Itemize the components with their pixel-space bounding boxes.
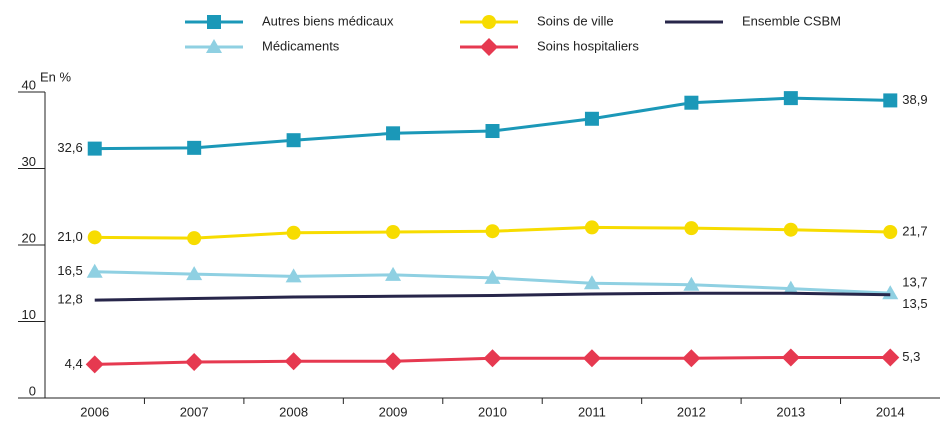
x-tick-label: 2009 bbox=[379, 404, 408, 419]
data-point bbox=[783, 222, 798, 237]
x-tick-label: 2013 bbox=[776, 404, 805, 419]
legend-label: Soins de ville bbox=[537, 13, 614, 28]
data-point bbox=[385, 266, 402, 281]
data-point bbox=[185, 353, 204, 372]
data-point bbox=[782, 280, 799, 295]
data-point bbox=[483, 349, 502, 368]
data-label: 38,9 bbox=[902, 92, 927, 107]
data-point bbox=[187, 140, 202, 155]
data-point bbox=[285, 268, 302, 283]
data-label: 21,7 bbox=[902, 223, 927, 238]
data-point bbox=[683, 276, 700, 291]
x-tick-label: 2007 bbox=[180, 404, 209, 419]
x-tick-label: 2008 bbox=[279, 404, 308, 419]
data-point bbox=[682, 349, 701, 368]
y-axis-label: En % bbox=[40, 69, 72, 84]
legend-label: Ensemble CSBM bbox=[742, 13, 841, 28]
data-point bbox=[783, 91, 798, 106]
data-point bbox=[684, 221, 699, 236]
y-tick-label: 10 bbox=[22, 307, 36, 322]
data-point bbox=[86, 263, 103, 278]
y-tick-label: 40 bbox=[22, 77, 36, 92]
data-point bbox=[284, 352, 303, 371]
data-point bbox=[286, 225, 301, 240]
legend-label: Médicaments bbox=[262, 38, 340, 53]
data-point bbox=[87, 230, 102, 245]
data-label: 13,7 bbox=[902, 275, 927, 290]
data-label: 12,8 bbox=[57, 292, 82, 307]
data-label: 16,5 bbox=[57, 263, 82, 278]
data-point bbox=[286, 133, 301, 148]
data-label: 13,5 bbox=[902, 296, 927, 311]
data-label: 5,3 bbox=[902, 349, 920, 364]
data-point bbox=[883, 93, 898, 108]
data-point bbox=[386, 126, 401, 141]
data-point bbox=[584, 220, 599, 235]
data-point bbox=[883, 224, 898, 239]
data-point bbox=[781, 348, 800, 367]
data-point bbox=[386, 224, 401, 239]
x-tick-label: 2010 bbox=[478, 404, 507, 419]
x-tick-label: 2012 bbox=[677, 404, 706, 419]
legend-marker bbox=[207, 15, 221, 29]
y-tick-label: 20 bbox=[22, 230, 36, 245]
data-point bbox=[485, 224, 500, 239]
data-label: 4,4 bbox=[65, 356, 83, 371]
x-tick-label: 2014 bbox=[876, 404, 905, 419]
data-point bbox=[582, 349, 601, 368]
y-tick-label: 30 bbox=[22, 154, 36, 169]
data-point bbox=[583, 275, 600, 290]
data-point bbox=[484, 269, 501, 284]
legend-marker bbox=[480, 38, 498, 56]
legend-label: Soins hospitaliers bbox=[537, 38, 639, 53]
x-tick-label: 2011 bbox=[578, 404, 606, 419]
legend-label: Autres biens médicaux bbox=[262, 13, 394, 28]
data-point bbox=[186, 266, 203, 281]
data-label: 21,0 bbox=[57, 229, 82, 244]
series-line bbox=[94, 96, 891, 151]
data-point bbox=[684, 95, 699, 110]
legend-marker bbox=[482, 15, 496, 29]
y-tick-label: 0 bbox=[29, 383, 36, 398]
data-point bbox=[485, 124, 500, 139]
data-point bbox=[584, 111, 599, 126]
data-point bbox=[87, 141, 102, 156]
data-point bbox=[187, 231, 202, 246]
data-point bbox=[384, 352, 403, 371]
x-tick-label: 2006 bbox=[80, 404, 109, 419]
data-point bbox=[881, 348, 900, 367]
data-point bbox=[85, 355, 104, 374]
legend-marker bbox=[206, 39, 222, 53]
series-line bbox=[94, 291, 891, 302]
data-label: 32,6 bbox=[57, 140, 82, 155]
